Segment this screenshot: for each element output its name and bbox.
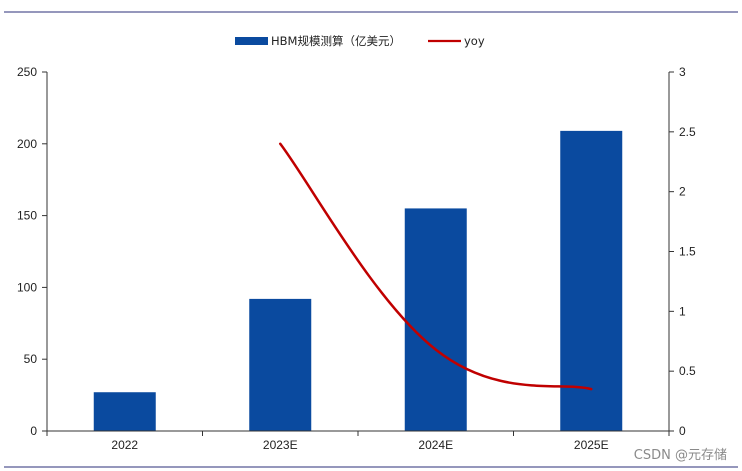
- bar-2025E: [560, 130, 623, 431]
- right-y-ticks: 0 0.5 1 1.5 2 2.5 3: [669, 65, 696, 438]
- right-tick-label: 2: [679, 185, 686, 199]
- left-tick-label: 0: [30, 424, 37, 438]
- x-tick-label: 2024E: [418, 438, 453, 452]
- bar-2024E: [404, 208, 467, 431]
- x-tick-label: 2022: [111, 438, 138, 452]
- right-tick-label: 2.5: [679, 125, 696, 139]
- right-tick-label: 0.5: [679, 364, 696, 378]
- left-tick-label: 200: [17, 137, 37, 151]
- legend-bar-swatch: [235, 37, 268, 45]
- bars: [93, 130, 623, 431]
- yoy-line: [279, 142, 593, 391]
- x-ticks: 2022 2023E 2024E 2025E: [46, 431, 670, 452]
- left-tick-label: 250: [17, 65, 37, 79]
- right-tick-label: 3: [679, 65, 686, 79]
- right-tick-label: 1: [679, 304, 686, 318]
- left-y-ticks: 0 50 100 150 200 250: [17, 65, 47, 438]
- x-tick-label: 2025E: [574, 438, 609, 452]
- legend: HBM规模测算（亿美元） yoy: [235, 34, 485, 48]
- x-tick-label: 2023E: [263, 438, 298, 452]
- right-tick-label: 1.5: [679, 245, 696, 259]
- left-tick-label: 50: [24, 352, 38, 366]
- right-tick-label: 0: [679, 424, 686, 438]
- bar-2022: [93, 392, 156, 431]
- left-tick-label: 150: [17, 209, 37, 223]
- legend-bar-label: HBM规模测算（亿美元）: [271, 34, 401, 48]
- watermark: CSDN @元存储: [634, 448, 727, 463]
- bar-2023E: [249, 298, 312, 431]
- legend-line-label: yoy: [464, 34, 485, 48]
- left-tick-label: 100: [17, 280, 37, 294]
